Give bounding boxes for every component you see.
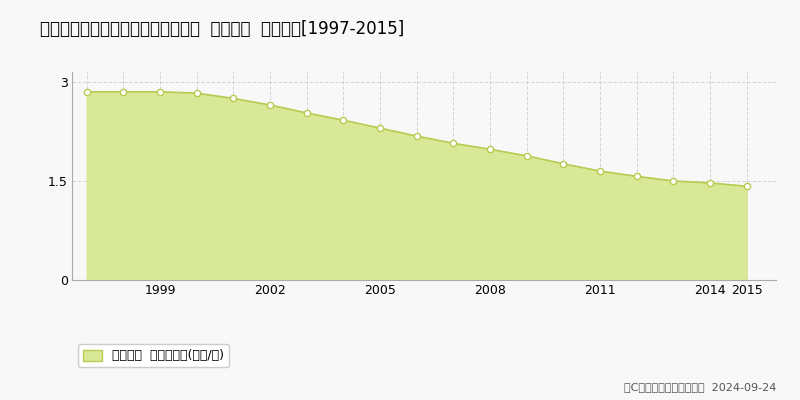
- Text: 北海道登別市富浦町２丁目２２番２  基準地価  地価推移[1997-2015]: 北海道登別市富浦町２丁目２２番２ 基準地価 地価推移[1997-2015]: [40, 20, 404, 38]
- Text: （C）土地価格ドットコム  2024-09-24: （C）土地価格ドットコム 2024-09-24: [624, 382, 776, 392]
- Legend: 基準地価  平均啶単価(万円/啶): 基準地価 平均啶単価(万円/啶): [78, 344, 229, 368]
